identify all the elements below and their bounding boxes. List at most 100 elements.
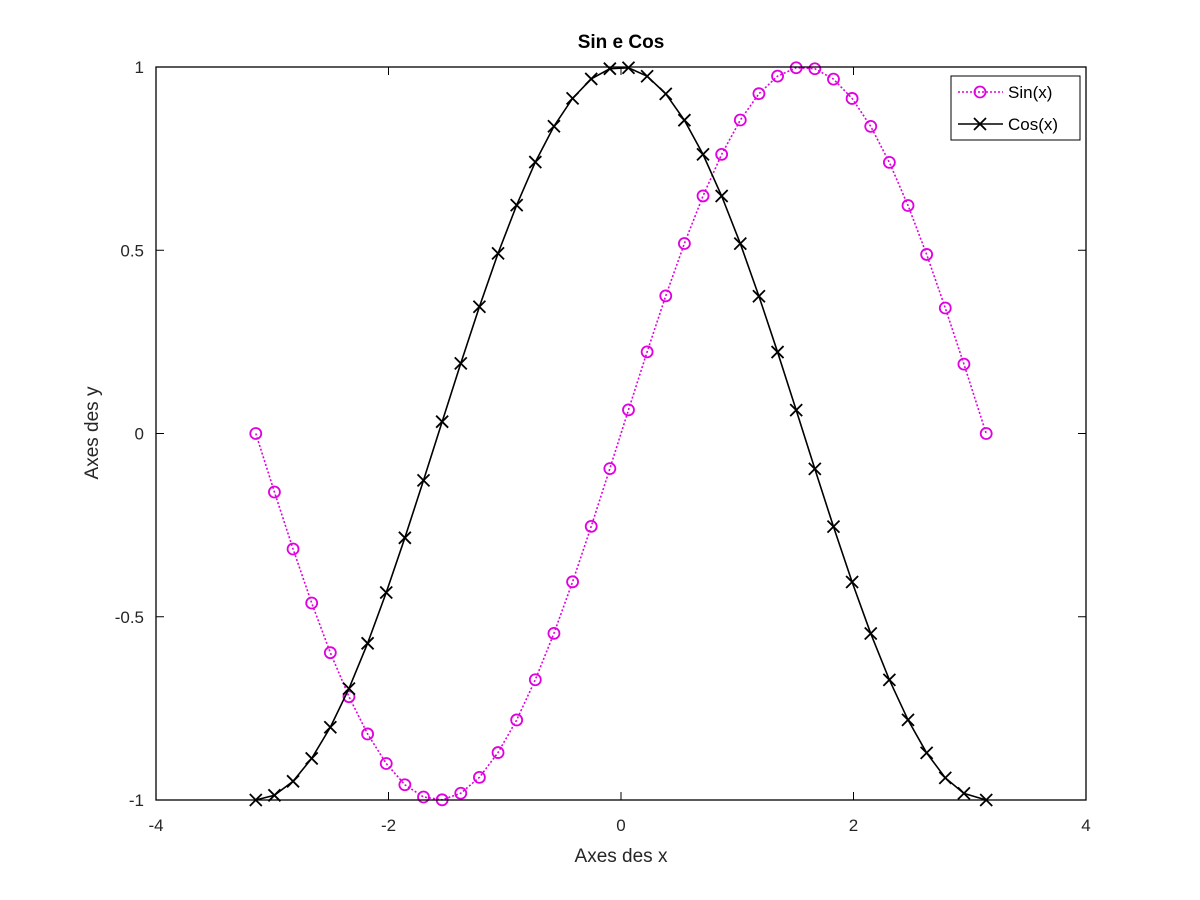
data-point-cos-x	[938, 771, 952, 785]
x-tick-label: -2	[381, 816, 396, 835]
data-point-sin-x	[454, 786, 468, 800]
legend: Sin(x) Cos(x)	[950, 75, 1081, 141]
data-point-sin-x	[473, 770, 486, 784]
legend-entries: Sin(x) Cos(x)	[958, 83, 1058, 134]
data-point-sin-x	[640, 345, 654, 359]
data-point-sin-x	[771, 69, 784, 83]
data-point-sin-x	[305, 596, 319, 610]
data-point-sin-x	[603, 462, 617, 476]
plot-area	[156, 67, 1086, 800]
legend-marker	[973, 117, 987, 131]
data-point-cos-x	[845, 575, 859, 589]
data-point-cos-x	[584, 72, 598, 86]
data-point-cos-x	[547, 119, 561, 133]
data-point-sin-x	[268, 485, 281, 499]
data-point-cos-x	[696, 147, 710, 162]
data-point-cos-x	[789, 403, 803, 417]
data-point-cos-x	[360, 636, 375, 650]
data-point-cos-x	[528, 155, 542, 169]
data-point-cos-x	[267, 788, 282, 802]
data-point-sin-x	[323, 646, 337, 660]
data-point-sin-x	[659, 289, 673, 303]
data-point-cos-x	[435, 415, 449, 429]
data-point-cos-x	[603, 62, 617, 76]
data-point-sin-x	[398, 778, 412, 792]
x-tick-label: 0	[616, 816, 625, 835]
data-point-cos-x	[957, 786, 971, 801]
data-point-sin-x	[696, 189, 710, 203]
legend-label: Sin(x)	[1008, 83, 1052, 102]
data-point-sin-x	[528, 673, 542, 687]
data-point-cos-x	[416, 473, 431, 488]
data-point-cos-x	[659, 87, 673, 101]
ticks-layer: -4 -2 0 2 4 -1 -0.5 0 0.5 1	[115, 58, 1091, 835]
data-point-cos-x	[491, 246, 505, 261]
data-point-cos-x	[733, 236, 747, 251]
series-layer	[249, 61, 993, 807]
data-point-sin-x	[677, 237, 691, 250]
legend-entry-cos-x: Cos(x)	[958, 115, 1058, 134]
data-point-cos-x	[286, 774, 300, 788]
data-point-sin-x	[286, 542, 300, 556]
data-point-sin-x	[417, 790, 430, 804]
data-point-cos-x	[882, 673, 897, 687]
data-point-sin-x	[957, 357, 971, 371]
y-axis-label: Axes des y	[82, 386, 103, 479]
data-point-cos-x	[752, 289, 766, 303]
data-point-sin-x	[845, 92, 859, 105]
x-tick-label: -4	[148, 816, 163, 835]
data-point-cos-x	[454, 356, 468, 371]
data-point-sin-x	[789, 61, 803, 75]
data-point-sin-x	[510, 713, 524, 727]
data-point-sin-x	[249, 427, 263, 440]
x-axis-label: Axes des x	[575, 846, 668, 867]
data-point-cos-x	[677, 113, 692, 127]
data-point-sin-x	[827, 72, 840, 86]
data-point-cos-x	[621, 61, 636, 75]
data-point-cos-x	[920, 746, 934, 760]
data-point-sin-x	[901, 199, 915, 212]
x-tick-label: 4	[1081, 816, 1090, 835]
data-point-cos-x	[510, 198, 524, 212]
data-point-cos-x	[808, 462, 822, 476]
x-tick-label: 2	[849, 816, 858, 835]
chart-title: Sin e Cos	[578, 32, 665, 53]
data-point-sin-x	[864, 120, 878, 133]
y-tick-label: 0	[135, 425, 144, 444]
series-line-sin-x	[255, 66, 987, 801]
legend-entry-sin-x: Sin(x)	[958, 83, 1052, 102]
data-point-sin-x	[379, 757, 393, 770]
legend-label: Cos(x)	[1008, 115, 1058, 134]
series-line-cos-x	[255, 66, 987, 801]
data-point-cos-x	[715, 189, 729, 203]
data-point-sin-x	[566, 575, 579, 589]
data-point-cos-x	[398, 531, 412, 545]
y-tick-label: -1	[129, 791, 144, 810]
y-tick-label: -0.5	[115, 608, 144, 627]
data-point-sin-x	[882, 155, 896, 169]
data-point-cos-x	[379, 585, 393, 600]
data-point-sin-x	[547, 626, 561, 640]
data-point-sin-x	[733, 113, 747, 127]
data-point-sin-x	[920, 248, 934, 261]
legend-box	[950, 75, 1081, 141]
series-cos-x	[249, 61, 993, 807]
data-point-cos-x	[640, 69, 654, 83]
series-sin-x	[249, 61, 993, 807]
data-point-cos-x	[323, 720, 337, 734]
data-point-cos-x	[472, 300, 487, 314]
data-point-sin-x	[361, 727, 374, 741]
legend-marker	[973, 85, 987, 99]
data-point-sin-x	[584, 519, 598, 533]
data-point-sin-x	[979, 427, 993, 440]
data-point-cos-x	[342, 681, 356, 696]
data-point-cos-x	[826, 520, 841, 534]
data-point-sin-x	[622, 403, 635, 417]
data-point-sin-x	[938, 301, 952, 315]
data-point-sin-x	[808, 62, 822, 76]
data-point-cos-x	[864, 626, 878, 641]
data-point-cos-x	[770, 345, 785, 359]
data-point-cos-x	[305, 751, 319, 766]
data-point-sin-x	[715, 147, 729, 161]
